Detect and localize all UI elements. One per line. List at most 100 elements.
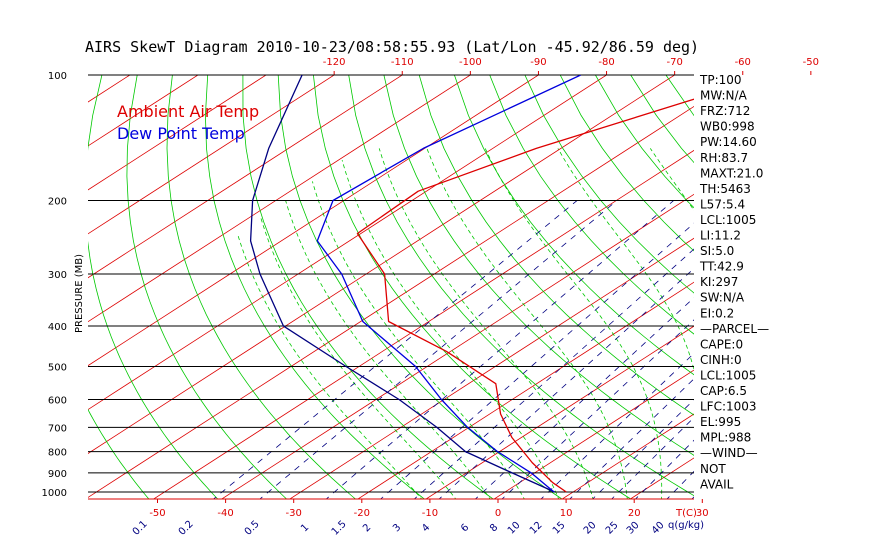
stability-index-item: FRZ:712 [700, 104, 750, 118]
top-axis-tick-label: -80 [598, 57, 614, 68]
pressure-tick-label: 300 [48, 270, 67, 281]
moist-adiabat-line [426, 148, 628, 499]
stability-index-item: AVAIL [700, 477, 734, 491]
bottom-axis-tick-label: 30 [696, 508, 709, 519]
stability-index-item: MW:N/A [700, 89, 748, 103]
chart-title: AIRS SkewT Diagram 2010-10-23/08:58:55.9… [85, 38, 699, 56]
sounding-profiles [249, 75, 694, 493]
legend: Ambient Air Temp Dew Point Temp [117, 102, 259, 143]
isotherm-line [425, 325, 694, 499]
moist-adiabat-line [260, 217, 457, 499]
mixing-ratio-line [413, 248, 694, 499]
dry-adiabat-line [665, 75, 694, 117]
stability-index-item: LI:11.2 [700, 229, 741, 243]
dry-adiabat-line [88, 408, 150, 499]
pressure-tick-label: 800 [48, 448, 67, 459]
bottom-axis-tick-label: -50 [149, 508, 165, 519]
stability-index-item: L57:5.4 [700, 197, 745, 211]
moist-adiabat-line [285, 200, 491, 499]
mixing-ratio-tick-label: 4 [420, 522, 432, 534]
isotherm-line [88, 75, 540, 367]
stability-index-item: EI:0.2 [700, 306, 734, 320]
stability-index-item: RH:83.7 [700, 151, 748, 165]
isotherm-line [561, 413, 694, 499]
stability-index-item: LCL:1005 [700, 213, 756, 227]
mixing-ratio-line [380, 222, 694, 499]
isotherm-line [289, 237, 694, 499]
stability-index-item: SI:5.0 [700, 244, 734, 258]
stability-index-item: NOT [700, 462, 726, 476]
mixing-ratio-unit: q(g/kg) [668, 520, 704, 531]
stability-index-item: EL:995 [700, 415, 741, 429]
top-temperature-axis: -120-110-100-90-80-70-60-50-40 [88, 57, 819, 76]
dry-adiabat-line [88, 75, 219, 499]
plot-background-lines [0, 66, 870, 501]
mixing-ratio-tick-label: 1.5 [330, 519, 349, 538]
stability-index-item: —PARCEL— [700, 322, 769, 336]
mixing-ratio-tick-label: 15 [551, 520, 568, 537]
mixing-ratio-tick-label: 20 [582, 520, 599, 537]
pressure-tick-label: 200 [48, 197, 67, 208]
stability-index-item: TH:5463 [699, 182, 751, 196]
top-axis-tick-label: -90 [530, 57, 546, 68]
isotherm-line [832, 66, 870, 501]
mixing-ratio-tick-label: 8 [488, 522, 500, 534]
legend-dew-point-temp: Dew Point Temp [117, 124, 245, 143]
bottom-axis-tick-label: -10 [422, 508, 438, 519]
mixing-ratio-tick-label: 10 [506, 520, 523, 537]
bottom-axis-tick-label: -20 [354, 508, 370, 519]
dry-adiabat-line [166, 75, 357, 499]
bottom-axis-tick-label: 20 [628, 508, 641, 519]
mixing-ratio-line [501, 319, 694, 499]
stability-index-item: MAXT:21.0 [700, 166, 763, 180]
dry-adiabat-line [772, 75, 870, 501]
dry-adiabat-line [126, 75, 288, 499]
isotherm-line [88, 75, 403, 279]
mixing-ratio-line [540, 352, 694, 499]
stability-index-item: —WIND— [700, 446, 758, 460]
mixing-ratio-tick-label: 1 [299, 522, 311, 534]
isotherm-line [493, 369, 694, 499]
y-axis-label: PRESSURE (MB) [74, 254, 85, 333]
top-axis-tick-label: -110 [391, 57, 414, 68]
top-axis-tick-label: -120 [323, 57, 346, 68]
mixing-ratio-tick-label: 25 [604, 520, 621, 537]
pressure-tick-label: 400 [48, 322, 67, 333]
stability-index-item: TT:42.9 [699, 260, 744, 274]
stability-index-item: CAP:6.5 [700, 384, 747, 398]
top-axis-tick-label: -60 [735, 57, 751, 68]
mixing-ratio-tick-label: 30 [625, 520, 642, 537]
mixing-ratio-tick-label: 6 [459, 522, 471, 534]
ambient-air-temp-line [356, 98, 694, 493]
mixing-ratio-line [744, 201, 870, 501]
isotherm-line [88, 75, 335, 235]
top-axis-tick-label: -100 [459, 57, 482, 68]
dry-adiabat-line [559, 75, 694, 252]
isotherm-line [221, 193, 694, 499]
stability-index-item: CAPE:0 [700, 337, 743, 351]
mixing-ratio-tick-label: 40 [650, 520, 667, 537]
stability-index-item: CINH:0 [700, 353, 742, 367]
isotherm-line [88, 75, 267, 191]
legend-ambient-air-temp: Ambient Air Temp [117, 102, 259, 121]
bottom-axis-tick-label: -30 [286, 508, 302, 519]
mixing-ratio-line [325, 200, 674, 499]
top-axis-tick-label: -70 [666, 57, 682, 68]
isotherm-line [88, 105, 694, 498]
stability-index-item: MPL:988 [700, 431, 751, 445]
mixing-ratio-line [474, 297, 694, 499]
dry-adiabat-line [242, 75, 494, 499]
moist-adiabat-line [764, 148, 813, 500]
dry-adiabat-line [842, 75, 870, 501]
mixing-ratio-line [212, 200, 578, 499]
stability-index-item: PW:14.60 [700, 135, 757, 149]
stability-index-item: LFC:1003 [700, 400, 757, 414]
bottom-axis-tick-label: 10 [560, 508, 573, 519]
dry-adiabat-line [348, 75, 694, 497]
dry-adiabat-line [418, 75, 694, 416]
mixing-ratio-axis: 0.1 0.2 0.5 1 1.5 2 3 4 6 8 10 12 15 20 25 30 40 q(g/kg) [131, 519, 704, 538]
isobar-lines [88, 74, 694, 493]
dry-adiabat-line [524, 75, 694, 294]
isotherm-line [0, 66, 76, 501]
